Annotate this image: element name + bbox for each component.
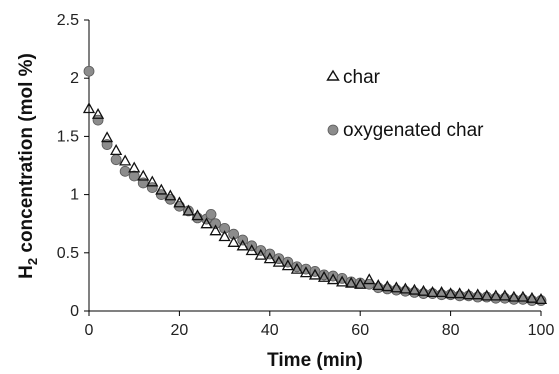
data-point-char bbox=[363, 273, 376, 285]
y-axis-title-rest: concentration (mol %) bbox=[16, 53, 37, 258]
data-point-oxygenated-char bbox=[83, 65, 95, 77]
data-point-char bbox=[299, 266, 313, 278]
data-point-char bbox=[498, 289, 511, 301]
data-point-char bbox=[480, 289, 493, 301]
data-point-char bbox=[453, 287, 466, 299]
data-point-char bbox=[345, 276, 358, 288]
data-point-char bbox=[516, 290, 530, 302]
data-point-char bbox=[227, 235, 240, 247]
data-point-char bbox=[82, 102, 96, 114]
data-point-char bbox=[308, 268, 322, 280]
y-tick-label: 1.5 bbox=[57, 128, 79, 145]
data-point-oxygenated-char bbox=[119, 165, 131, 177]
x-tick-label: 40 bbox=[261, 322, 279, 339]
data-point-char bbox=[164, 189, 177, 201]
data-point-char bbox=[254, 248, 267, 260]
legend-item-char: char bbox=[326, 67, 381, 88]
y-tick-label: 0 bbox=[70, 303, 79, 320]
data-point-char bbox=[399, 282, 412, 294]
data-point-char bbox=[146, 175, 159, 187]
series-layer bbox=[82, 65, 548, 306]
y-ticks: 0 0.5 1 1.5 2 2.5 bbox=[57, 12, 89, 320]
data-point-char bbox=[471, 288, 484, 300]
data-point-oxygenated-char bbox=[146, 182, 158, 194]
data-point-char bbox=[272, 255, 285, 267]
data-point-oxygenated-char bbox=[210, 218, 221, 230]
data-point-oxygenated-char bbox=[205, 208, 217, 220]
data-point-char bbox=[155, 183, 168, 195]
data-point-char bbox=[317, 270, 331, 282]
data-point-char bbox=[372, 279, 385, 291]
data-point-char bbox=[435, 286, 448, 298]
data-point-oxygenated-char bbox=[219, 222, 231, 234]
data-point-char bbox=[381, 280, 394, 292]
x-ticks: 0 20 40 60 80 100 bbox=[85, 311, 555, 339]
x-tick-label: 20 bbox=[171, 322, 189, 339]
data-point-char bbox=[182, 204, 195, 216]
data-point-char bbox=[173, 196, 186, 208]
data-point-oxygenated-char bbox=[92, 114, 104, 126]
data-point-char bbox=[110, 144, 123, 156]
data-point-oxygenated-char bbox=[110, 154, 122, 166]
data-point-oxygenated-char bbox=[228, 228, 240, 240]
data-point-char bbox=[209, 224, 222, 236]
y-tick-label: 2.5 bbox=[57, 12, 79, 29]
data-point-char bbox=[245, 244, 258, 256]
data-point-char bbox=[525, 291, 539, 303]
data-point-char bbox=[489, 289, 502, 301]
data-point-char bbox=[128, 161, 141, 173]
legend: char oxygenated char bbox=[326, 67, 484, 141]
y-axis-title-subscript: 2 bbox=[25, 258, 40, 265]
data-point-oxygenated-char bbox=[155, 189, 167, 201]
data-point-char bbox=[100, 131, 114, 143]
data-point-char bbox=[534, 293, 548, 305]
legend-item-oxygenated-char: oxygenated char bbox=[327, 120, 484, 141]
y-axis-title: H2 concentration (mol %) bbox=[16, 53, 40, 279]
y-axis-title-h: H bbox=[16, 265, 37, 279]
data-point-char bbox=[326, 273, 340, 285]
x-tick-label: 80 bbox=[442, 322, 460, 339]
data-point-char bbox=[507, 290, 520, 302]
y-tick-label: 2 bbox=[70, 70, 79, 87]
legend-marker-oxygenated-char bbox=[327, 124, 339, 136]
data-point-char bbox=[390, 281, 403, 293]
legend-label-char: char bbox=[343, 67, 381, 88]
data-point-char bbox=[281, 259, 294, 271]
data-point-char bbox=[444, 287, 457, 299]
data-point-char bbox=[417, 284, 430, 296]
data-point-char bbox=[236, 239, 249, 251]
data-point-char bbox=[408, 283, 421, 295]
data-point-char bbox=[191, 209, 204, 221]
data-point-char bbox=[336, 275, 349, 287]
x-tick-label: 100 bbox=[528, 322, 555, 339]
legend-label-oxygenated-char: oxygenated char bbox=[343, 120, 484, 141]
data-point-char bbox=[354, 277, 367, 289]
y-tick-label: 1 bbox=[70, 187, 79, 204]
y-tick-label: 0.5 bbox=[57, 245, 79, 262]
x-tick-label: 0 bbox=[85, 322, 94, 339]
legend-marker-char bbox=[326, 69, 340, 81]
data-point-char bbox=[290, 262, 304, 274]
x-axis-title: Time (min) bbox=[267, 350, 363, 371]
data-point-char bbox=[218, 230, 231, 242]
data-point-oxygenated-char bbox=[128, 170, 140, 182]
data-point-char bbox=[137, 169, 150, 181]
data-point-char bbox=[462, 288, 475, 300]
data-point-char bbox=[91, 107, 105, 119]
series-char bbox=[82, 102, 548, 305]
data-point-char bbox=[119, 154, 132, 166]
data-point-char bbox=[263, 252, 276, 264]
data-point-char bbox=[426, 286, 439, 298]
data-point-char bbox=[200, 217, 213, 229]
x-tick-label: 60 bbox=[351, 322, 369, 339]
